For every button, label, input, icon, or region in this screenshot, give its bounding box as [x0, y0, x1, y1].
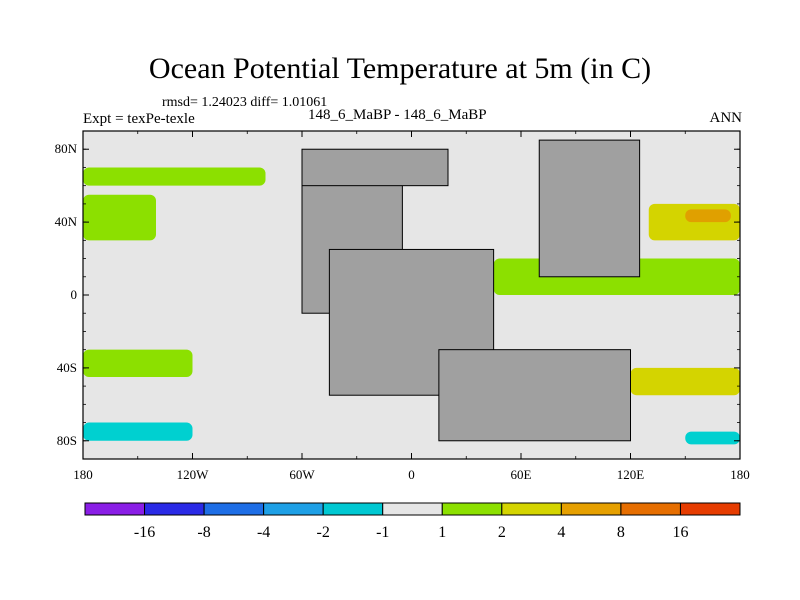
colorbar-swatch: [382, 502, 443, 516]
colorbar-label: 4: [557, 524, 565, 541]
colorbar-label: -4: [257, 524, 270, 541]
colorbar-label: 16: [672, 524, 688, 541]
anomaly-band: [685, 431, 740, 445]
land-mask-eurasia-east: [538, 139, 641, 278]
colorbar-label: -2: [317, 524, 330, 541]
colorbar-swatch: [263, 502, 324, 516]
colorbar-label: 1: [438, 524, 446, 541]
land-mask-arctic-shelf: [301, 148, 449, 187]
lon-tick-label: 60E: [511, 467, 532, 482]
lon-tick-label: 180: [73, 467, 93, 482]
lon-tick-label: 0: [408, 467, 415, 482]
lon-tick-label: 60W: [289, 467, 315, 482]
lat-tick-label: 80N: [55, 141, 78, 156]
colorbar-label: -1: [376, 524, 389, 541]
colorbar-swatch: [84, 502, 146, 516]
colorbar-label: 8: [617, 524, 625, 541]
anomaly-band: [685, 209, 731, 223]
map-plot-area: [83, 131, 740, 459]
lat-tick-label: 80S: [57, 433, 77, 448]
season-label: ANN: [709, 110, 743, 126]
colorbar: -16 -8 -4 -2 -1 1 2 4 8 16: [84, 502, 741, 541]
lat-tick-label: 40S: [57, 360, 77, 375]
plot-title: Ocean Potential Temperature at 5m (in C): [148, 52, 652, 85]
experiment-label: Expt = texPe-texle: [83, 111, 195, 127]
colorbar-swatch: [203, 502, 265, 516]
lat-tick-label: 0: [71, 287, 78, 302]
colorbar-swatch: [322, 502, 384, 516]
anomaly-band: [83, 167, 266, 186]
anomaly-band: [83, 349, 193, 377]
colorbar-label: -8: [197, 524, 210, 541]
colorbar-swatch: [501, 502, 562, 516]
anomaly-band: [83, 422, 193, 441]
colorbar-swatch: [441, 502, 503, 516]
colorbar-label: -16: [134, 524, 155, 541]
lon-tick-label: 180: [730, 467, 750, 482]
colorbar-swatch: [560, 502, 622, 516]
anomaly-band: [83, 194, 156, 241]
statistics-text: rmsd= 1.24023 diff= 1.01061: [162, 95, 328, 110]
anomaly-band: [630, 367, 740, 396]
lon-tick-label: 120W: [177, 467, 210, 482]
case-comparison-label: 148_6_MaBP - 148_6_MaBP: [308, 107, 487, 123]
lon-tick-label: 120E: [617, 467, 645, 482]
colorbar-swatch: [144, 502, 205, 516]
colorbar-swatch: [679, 502, 741, 516]
map-axes: 80N 40N 0 40S 80S 180 120W 60W 0 60E 120E 180: [55, 130, 750, 482]
lat-tick-label: 40N: [55, 214, 78, 229]
land-mask-antarctica-australia: [438, 349, 631, 442]
colorbar-label: 2: [498, 524, 506, 541]
colorbar-swatch: [620, 502, 681, 516]
